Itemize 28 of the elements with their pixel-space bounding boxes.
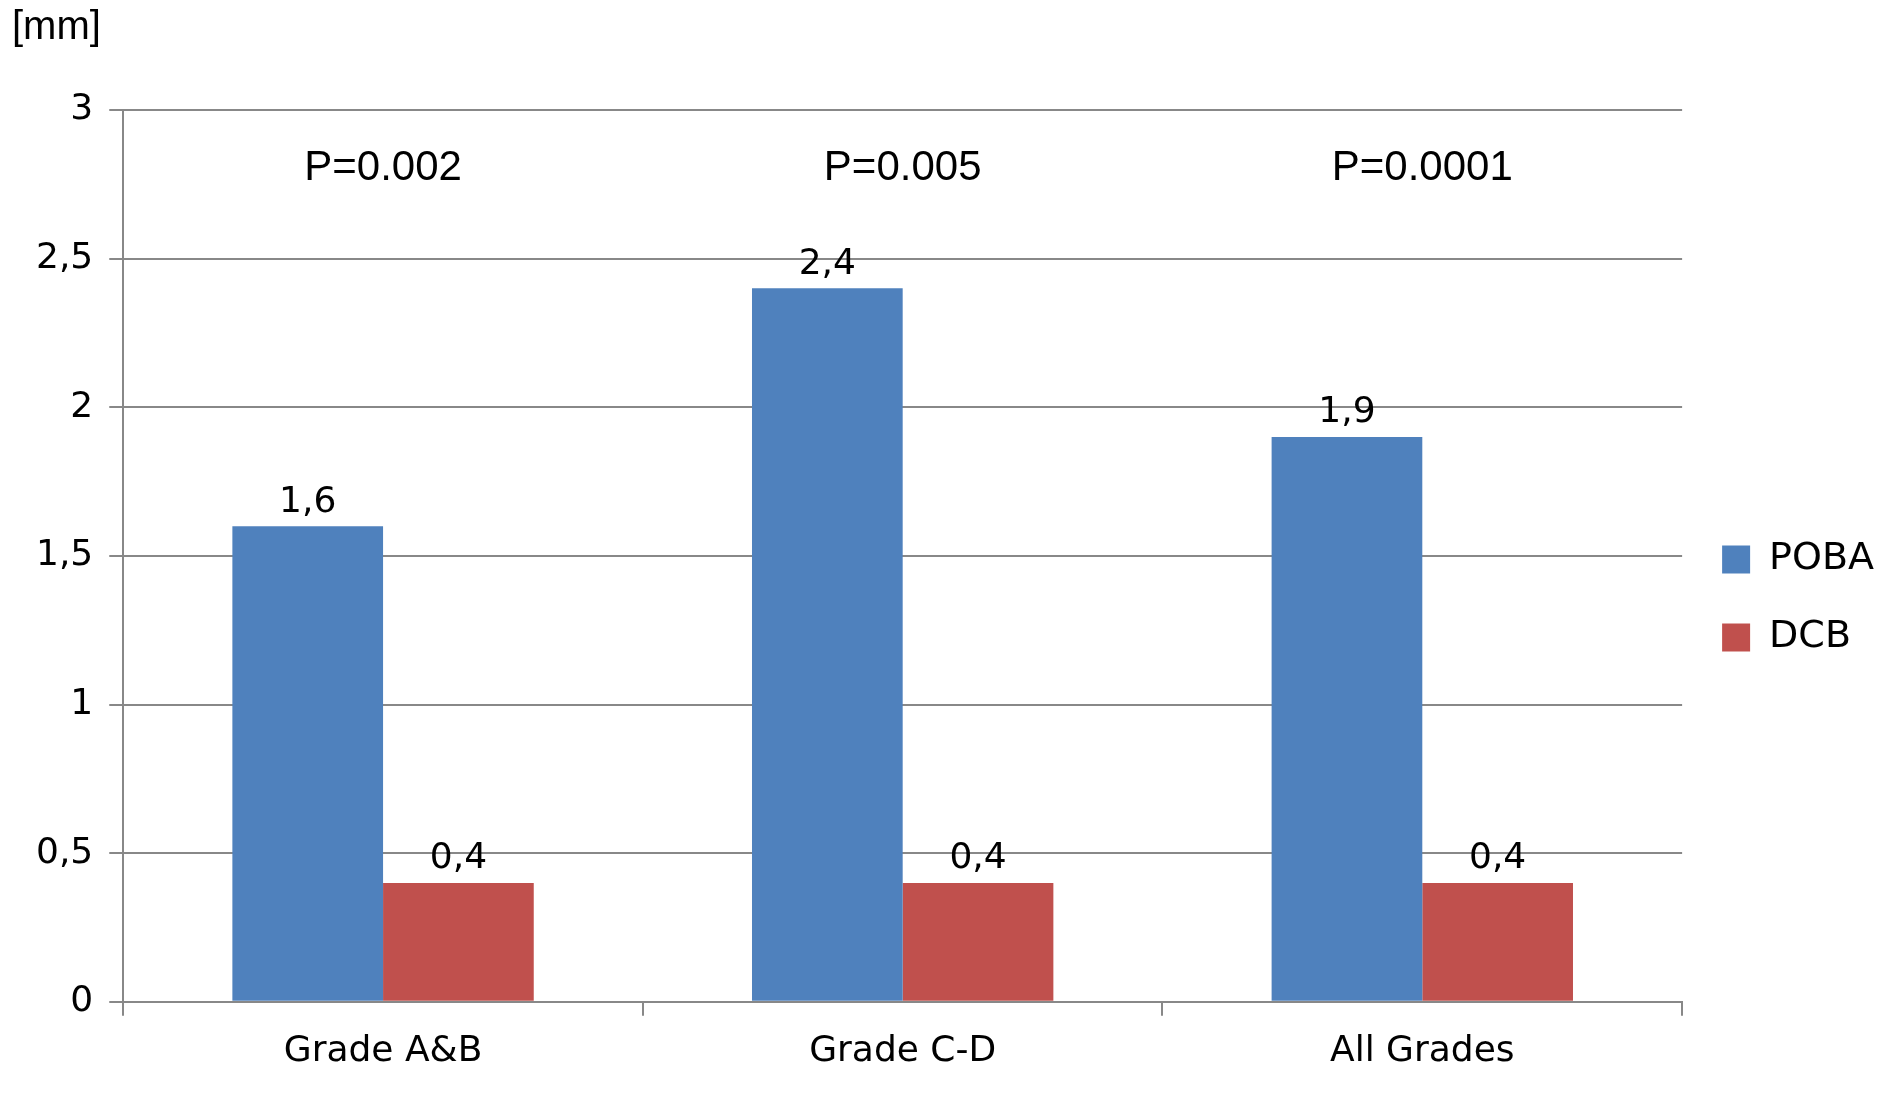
bar bbox=[751, 288, 903, 1001]
data-label: 0,4 bbox=[949, 835, 1007, 877]
bar bbox=[1271, 436, 1423, 1001]
y-tick-label: 3 bbox=[70, 86, 94, 128]
y-tick-label: 1 bbox=[70, 680, 94, 722]
y-tick-label: 2,5 bbox=[35, 234, 94, 276]
y-axis-title: [mm] bbox=[12, 3, 101, 48]
annotation: P=0.005 bbox=[823, 141, 982, 189]
data-label: 0,4 bbox=[1469, 835, 1527, 877]
y-tick-label: 2 bbox=[70, 383, 94, 425]
x-tick-label: All Grades bbox=[1330, 1027, 1515, 1069]
data-label: 2,4 bbox=[798, 240, 856, 282]
annotation: P=0.002 bbox=[304, 141, 462, 189]
x-tick-label: Grade A&B bbox=[283, 1027, 483, 1069]
y-tick-label: 0 bbox=[70, 978, 94, 1020]
data-label: 1,9 bbox=[1318, 389, 1376, 431]
legend-label: DCB bbox=[1769, 612, 1851, 657]
bar bbox=[902, 882, 1054, 1001]
bar bbox=[232, 526, 384, 1001]
y-tick-label: 1,5 bbox=[35, 532, 94, 574]
annotation: P=0.0001 bbox=[1331, 141, 1513, 189]
y-tick-label: 0,5 bbox=[35, 829, 94, 871]
legend-label: POBA bbox=[1769, 534, 1874, 579]
data-label: 0,4 bbox=[429, 835, 488, 877]
x-tick-label: Grade C-D bbox=[809, 1027, 997, 1069]
data-label: 1,6 bbox=[279, 478, 337, 520]
bar bbox=[1422, 882, 1573, 1001]
bar bbox=[383, 882, 534, 1001]
